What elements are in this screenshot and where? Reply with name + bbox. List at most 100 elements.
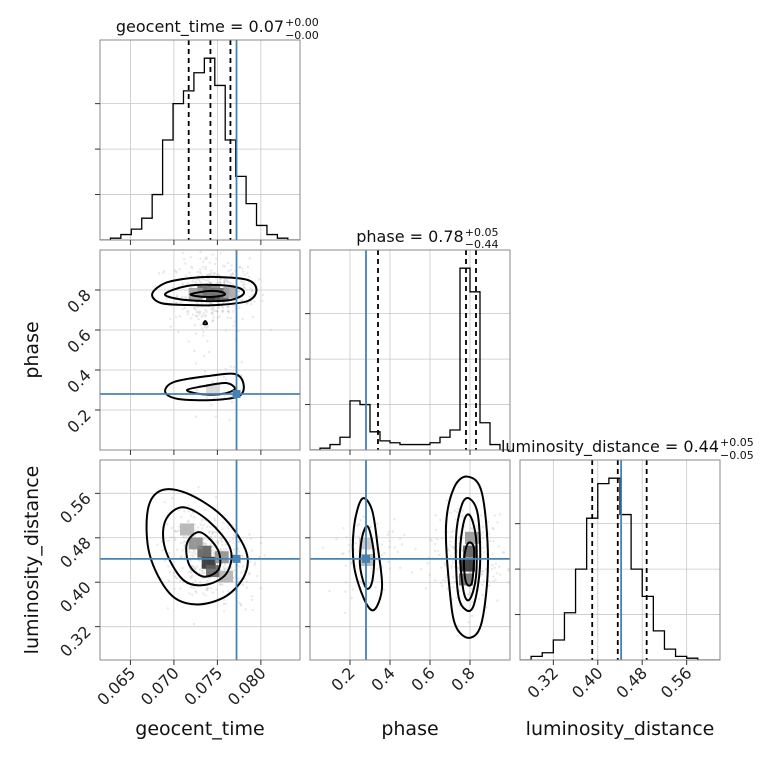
sample-point: [190, 317, 193, 320]
scatter-panel-geocent-time-phase: 0.2 0.4 0.6 0.8: [63, 249, 301, 455]
sample-point: [212, 553, 216, 556]
sample-point: [209, 282, 213, 285]
sample-point: [261, 299, 264, 303]
sample-point: [456, 634, 459, 638]
sample-point: [165, 297, 168, 301]
title-phase-minus: −0.44: [465, 238, 499, 251]
sample-point: [448, 543, 452, 546]
sample-point: [241, 583, 245, 587]
sample-point: [429, 538, 432, 541]
sample-point: [233, 569, 236, 572]
sample-point: [225, 566, 228, 570]
sample-point: [251, 289, 254, 292]
sample-point: [167, 565, 170, 568]
sample-point: [393, 518, 396, 521]
sample-point: [210, 532, 214, 535]
sample-point: [446, 587, 449, 590]
sample-point: [180, 515, 183, 519]
sample-point: [481, 573, 484, 576]
sample-point: [215, 588, 218, 591]
sample-point: [208, 302, 211, 305]
sample-point: [217, 301, 220, 305]
sample-point: [447, 549, 451, 552]
sample-point: [208, 273, 212, 276]
sample-point: [205, 256, 208, 259]
histogram-luminosity-distance: [520, 477, 720, 660]
sample-point: [496, 521, 499, 524]
sample-point: [480, 573, 483, 576]
x-tick-label: 0.070: [137, 663, 183, 709]
sample-point: [217, 273, 220, 277]
sample-point: [173, 536, 176, 539]
contour-line: [462, 541, 476, 587]
sample-point: [223, 280, 226, 283]
sample-point: [219, 278, 222, 281]
sample-point: [211, 530, 214, 534]
sample-point: [482, 546, 485, 550]
x-tick-label: 0.6: [407, 663, 438, 694]
sample-point: [248, 560, 252, 563]
sample-point: [226, 280, 229, 284]
sample-point: [174, 576, 177, 579]
sample-point: [166, 607, 170, 610]
sample-point: [201, 569, 204, 572]
density-cell: [206, 384, 221, 396]
sample-point: [202, 278, 205, 281]
truth-point: [232, 390, 241, 398]
sample-point: [249, 287, 252, 290]
sample-point: [263, 554, 266, 557]
sample-point: [186, 310, 189, 313]
sample-point: [187, 549, 190, 552]
sample-point: [226, 278, 229, 281]
x-tick-label: 0.8: [447, 663, 478, 694]
sample-point: [348, 543, 351, 546]
x-tick-label: 0.48: [612, 663, 651, 702]
sample-point: [243, 273, 247, 276]
sample-point: [341, 552, 344, 556]
sample-point: [213, 262, 217, 266]
sample-point: [191, 575, 194, 578]
sample-point: [161, 271, 165, 274]
density-cell: [179, 523, 194, 536]
sample-point: [499, 573, 502, 576]
sample-point: [166, 522, 169, 526]
title-geocent-time-minus: −0.00: [285, 29, 319, 42]
sample-point: [203, 257, 207, 261]
sample-point: [174, 270, 178, 273]
sample-point: [199, 270, 202, 274]
sample-point: [345, 536, 348, 539]
sample-point: [488, 532, 491, 535]
sample-point: [205, 326, 209, 329]
sample-point: [471, 614, 474, 618]
sample-point: [195, 278, 199, 281]
sample-point: [388, 539, 391, 543]
y-tick-label: 0.2: [63, 405, 94, 436]
sample-point: [178, 267, 181, 271]
sample-point: [211, 311, 214, 314]
panel-frame: [309, 459, 511, 661]
sample-point: [357, 523, 361, 526]
sample-point: [226, 316, 229, 319]
sample-point: [223, 563, 227, 567]
sample-point: [181, 566, 185, 570]
sample-point: [212, 306, 215, 309]
ylabel-phase: phase: [21, 321, 43, 378]
sample-point: [189, 256, 193, 259]
sample-point: [189, 286, 192, 289]
sample-point: [199, 523, 202, 526]
sample-point: [201, 334, 205, 337]
sample-point: [206, 538, 209, 541]
sample-point: [450, 566, 453, 569]
xlabel-phase: phase: [381, 718, 438, 740]
sample-point: [481, 594, 484, 597]
sample-point: [228, 281, 232, 284]
sample-point: [222, 566, 225, 569]
contour-line: [185, 531, 222, 578]
contour-line: [202, 319, 209, 326]
sample-point: [238, 601, 241, 604]
sample-point: [208, 261, 211, 264]
sample-point: [223, 265, 226, 268]
sample-point: [221, 311, 224, 314]
sample-point: [207, 350, 211, 354]
sample-point: [248, 257, 251, 260]
